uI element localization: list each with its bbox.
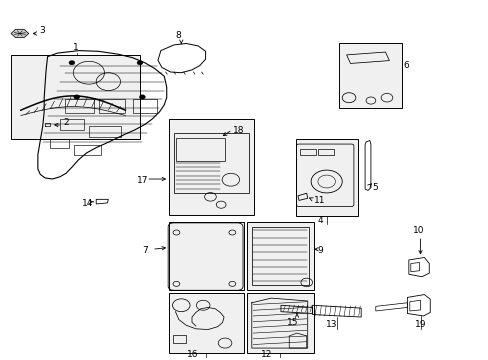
Bar: [89, 126, 120, 137]
Bar: [99, 99, 125, 113]
Bar: [300, 149, 315, 156]
Text: 16: 16: [186, 350, 198, 359]
Bar: [132, 99, 157, 113]
Text: 18: 18: [233, 126, 244, 135]
Text: 2: 2: [63, 118, 69, 127]
Bar: [172, 335, 186, 343]
Text: 11: 11: [313, 196, 325, 205]
Bar: [169, 119, 254, 215]
Bar: [176, 138, 224, 161]
Circle shape: [69, 60, 75, 65]
Text: 8: 8: [175, 31, 181, 40]
Text: 17: 17: [136, 176, 148, 185]
Text: 3: 3: [39, 26, 44, 35]
Bar: [339, 43, 401, 108]
Bar: [169, 222, 244, 289]
Bar: [11, 55, 140, 139]
Bar: [251, 227, 308, 285]
Text: 14: 14: [81, 199, 93, 208]
Text: 4: 4: [317, 216, 323, 225]
Text: 1: 1: [73, 43, 79, 52]
Text: 10: 10: [412, 226, 424, 235]
Bar: [64, 99, 94, 113]
Bar: [318, 149, 333, 156]
Circle shape: [139, 95, 145, 99]
Text: 5: 5: [372, 183, 377, 192]
Bar: [50, 139, 69, 148]
Bar: [246, 293, 313, 353]
Bar: [60, 119, 84, 130]
Polygon shape: [11, 30, 29, 37]
Circle shape: [74, 95, 80, 99]
Bar: [74, 145, 101, 156]
Text: 19: 19: [414, 320, 426, 329]
Text: 6: 6: [403, 61, 408, 70]
Bar: [295, 139, 357, 216]
Text: 12: 12: [260, 350, 271, 359]
Bar: [169, 293, 244, 353]
Text: 15: 15: [287, 318, 298, 327]
Circle shape: [137, 60, 142, 65]
Text: 9: 9: [317, 246, 323, 255]
Bar: [174, 132, 249, 193]
Text: 7: 7: [142, 246, 148, 255]
Bar: [246, 222, 313, 289]
Text: 13: 13: [325, 320, 337, 329]
